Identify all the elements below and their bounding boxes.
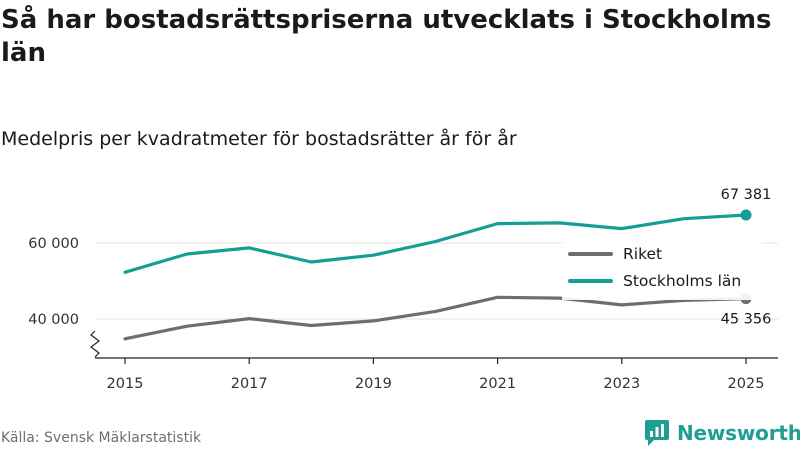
axis-break-icon (90, 330, 100, 358)
newsworthy-logo-icon (645, 420, 669, 446)
x-tick-label: 2021 (479, 376, 516, 392)
x-tick-label: 2019 (355, 376, 392, 392)
chart-title: Så har bostadsrättspriserna utvecklats i… (1, 5, 772, 68)
y-tick-label: 60 000 (28, 236, 79, 252)
series-line-riket (123, 295, 748, 341)
x-tick-label: 2025 (728, 376, 765, 392)
brand-logo-block: Newsworthy (644, 418, 800, 448)
legend-label: Riket (623, 245, 662, 263)
legend-label: Stockholms län (623, 272, 741, 290)
series-endpoint-stockholm (740, 209, 752, 221)
x-tick-label: 2015 (107, 376, 144, 392)
x-tick-label: 2017 (231, 376, 268, 392)
chart-subtitle: Medelpris per kvadratmeter för bostadsrä… (1, 128, 517, 150)
data-label-riket: 45 356 (721, 312, 772, 328)
data-label-stockholm: 67 381 (721, 187, 772, 203)
y-tick-label: 40 000 (28, 312, 79, 328)
legend-box (562, 240, 762, 300)
x-tick-label: 2023 (603, 376, 640, 392)
series-line-stockholm (123, 213, 748, 274)
source-note: Källa: Svensk Mäklarstatistik (1, 430, 202, 446)
brand-name: Newsworthy (677, 421, 800, 445)
